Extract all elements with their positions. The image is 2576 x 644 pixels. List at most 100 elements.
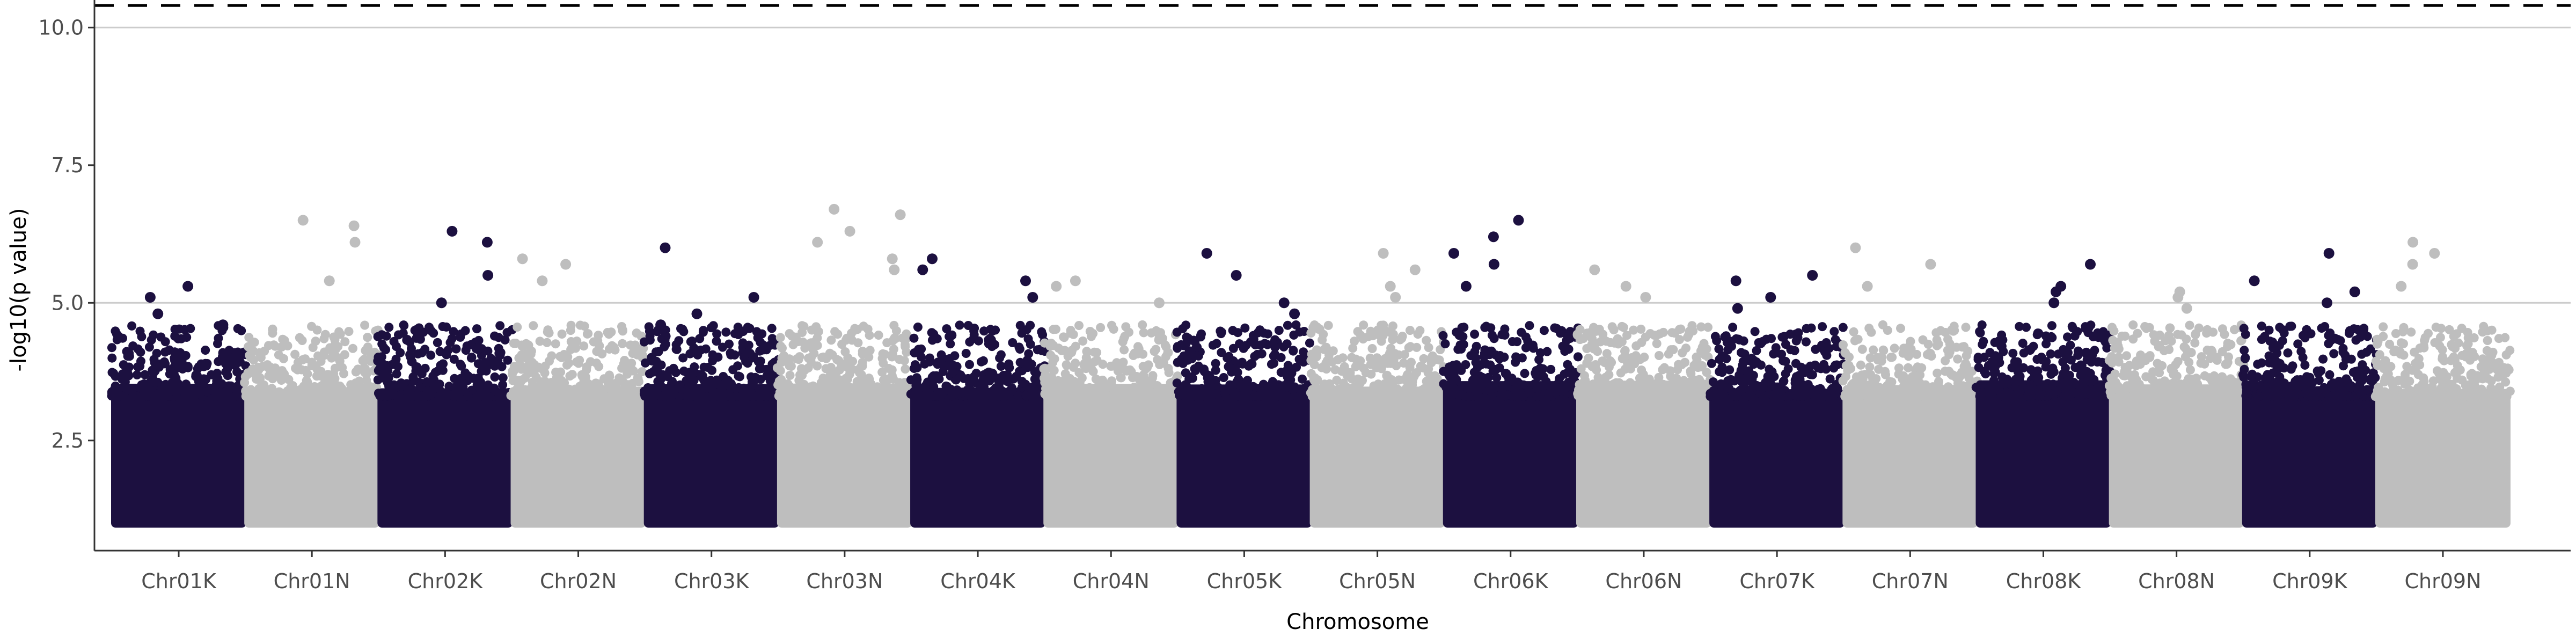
data-point [1703,323,1713,332]
data-point [995,353,1005,363]
data-point [1416,392,1426,401]
data-point [520,373,530,383]
data-point [1659,363,1669,372]
data-point [701,344,711,354]
data-point [708,378,718,387]
data-point [1708,377,1718,387]
data-point [832,355,842,364]
data-point [1681,343,1690,353]
data-point [486,354,496,363]
data-point [1640,353,1649,362]
data-point [986,368,996,378]
data-point [2497,391,2506,400]
data-point [1373,379,1383,389]
data-point [1901,380,1911,390]
data-point [813,333,822,343]
point-band [510,386,646,528]
data-point-peak [887,253,898,265]
data-point [1637,338,1646,347]
data-point [2399,339,2408,348]
data-point [1850,336,1860,346]
data-point [283,341,292,350]
data-point [1220,389,1230,398]
data-point [1192,342,1202,352]
data-point [858,349,867,359]
data-point [808,345,818,354]
data-point [895,355,904,364]
data-point [474,335,484,345]
data-point [1820,347,1829,357]
data-point [1154,334,1164,343]
data-point [1280,382,1290,392]
data-point [1626,378,1635,387]
data-point [542,338,552,347]
data-point [1637,392,1646,401]
data-point [1172,378,1182,388]
data-point [2267,392,2277,401]
data-point [1098,360,1108,369]
data-point [506,391,516,400]
data-point [1507,337,1517,346]
data-point [1119,345,1129,355]
data-point [656,360,666,370]
data-point [1182,338,1191,348]
data-point [1090,357,1100,367]
data-point [1896,324,1905,333]
data-point-peak [1850,242,1861,253]
data-point [1941,328,1950,337]
data-point [2370,373,2380,383]
x-tick-labels: Chr01K Chr01N Chr02K Chr02N Chr03K Chr03N Chr0… [141,551,2482,593]
data-point [888,349,897,359]
data-point [203,387,212,397]
data-point [326,345,335,355]
data-point [1241,341,1250,350]
data-point [2218,347,2227,356]
data-point-peak [2323,248,2334,259]
data-point [1857,345,1867,354]
data-point [175,348,185,357]
data-point [211,392,221,401]
data-point [403,390,413,400]
data-point [674,336,684,346]
data-point [1574,391,1583,400]
data-point [1668,345,1678,354]
data-point [826,363,836,372]
data-point [290,349,300,359]
data-point [312,325,322,335]
data-point [1758,381,1767,391]
data-point [2463,333,2473,343]
data-point [1330,365,1340,375]
data-point [1864,380,1874,390]
data-point [2418,391,2428,401]
x-tick-label: Chr04N [1073,569,1150,593]
chromosome-points-chr03k [639,321,784,528]
x-tick-label: Chr09K [2272,569,2348,593]
data-point-peak [436,297,447,309]
data-point [1242,376,1252,385]
data-point [1801,337,1811,347]
data-point-peak [1807,270,1818,281]
data-point [925,353,934,363]
data-point [1536,371,1546,380]
data-point [2465,390,2475,399]
data-point [2400,372,2410,382]
chromosome-points-chr05k [1172,320,1315,528]
data-point [1040,389,1050,399]
data-point [2049,367,2059,377]
data-point [595,382,604,392]
data-point [1996,391,2006,401]
data-point [688,391,698,401]
data-point [889,385,898,395]
data-point [1015,320,1025,330]
data-point [1829,327,1839,336]
data-point [741,392,750,401]
data-point [2345,326,2354,335]
data-point [1289,346,1298,356]
data-point [708,321,718,331]
data-point-peak [182,281,194,292]
data-point [1520,369,1529,378]
data-point [232,352,241,362]
data-point [1116,373,1125,383]
data-point-peak [1051,281,1062,292]
data-point [566,320,576,330]
